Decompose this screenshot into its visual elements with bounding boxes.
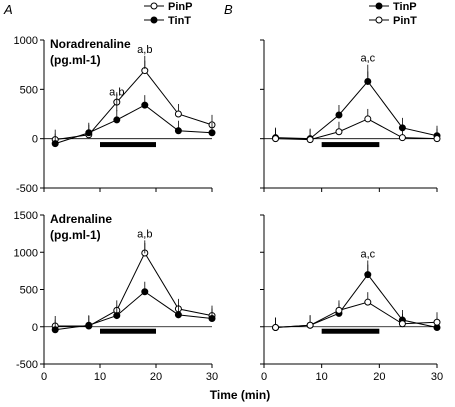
panels: -50005001000a,ba,bANoradrenaline(pg.ml-1…: [3, 1, 443, 383]
treatment-bar: [321, 142, 380, 148]
data-point-TinT: [113, 116, 121, 124]
data-point-PinT: [272, 135, 280, 143]
data-point-PinT: [335, 128, 343, 136]
series-line-PinT: [275, 118, 438, 141]
x-tick-label: 30: [431, 371, 443, 383]
legend-label: TinT: [168, 15, 191, 27]
y-label-line2: (pg.ml-1): [50, 228, 101, 242]
data-point-TinT: [85, 321, 93, 329]
series-line-PinT: [275, 301, 438, 328]
significance-label: a,b: [137, 228, 152, 240]
data-point-TinT: [174, 127, 182, 135]
data-point-PinP: [174, 110, 182, 118]
y-tick-label: -500: [16, 183, 38, 195]
panel-letter: A: [3, 2, 13, 17]
treatment-bar: [100, 328, 156, 334]
data-point-TinP: [335, 111, 343, 119]
y-tick-label: -500: [16, 359, 38, 371]
x-axis-label: Time (min): [210, 388, 270, 402]
data-point-TinT: [51, 140, 59, 148]
x-tick-label: 10: [94, 371, 106, 383]
x-tick-label: 0: [261, 371, 267, 383]
treatment-bar: [321, 328, 380, 334]
y-tick-label: 500: [20, 84, 38, 96]
significance-label: a,b: [137, 44, 152, 56]
x-tick-label: 10: [316, 371, 328, 383]
panel-1: -500 0 500 1000 a,b a,b A Noradrenaline (pg.ml-1…: [3, 1, 216, 195]
data-point-PinT: [433, 318, 441, 326]
legend-marker: [375, 16, 383, 24]
data-point-PinT: [272, 323, 280, 331]
data-point-TinP: [364, 77, 372, 85]
data-point-TinT: [208, 315, 216, 323]
y-tick-label: 1000: [14, 247, 38, 259]
data-point-TinT: [51, 326, 59, 334]
series-line-TinP: [275, 80, 438, 140]
data-point-TinT: [141, 101, 149, 109]
y-tick-label: 0: [32, 134, 38, 146]
data-point-PinT: [335, 306, 343, 314]
data-point-TinT: [141, 288, 149, 296]
x-tick-label: 0: [41, 371, 47, 383]
legend-marker: [150, 2, 158, 10]
series-line-TinP: [275, 273, 438, 328]
treatment-bar: [100, 142, 156, 148]
significance-label: a,c: [360, 53, 375, 65]
y-label-line2: (pg.ml-1): [50, 53, 101, 67]
y-label-line1: Noradrenaline: [50, 37, 131, 51]
y-tick-label: 0: [32, 322, 38, 334]
significance-label: a,c: [360, 248, 375, 260]
data-point-PinT: [433, 135, 441, 143]
y-tick-label: 1000: [14, 35, 38, 47]
legend-label: TinP: [393, 1, 417, 13]
panel-letter: B: [224, 2, 233, 17]
data-point-PinT: [398, 320, 406, 328]
data-point-TinT: [113, 312, 121, 320]
panel-2: a,c B TinP PinT: [224, 1, 441, 192]
x-tick-label: 20: [150, 371, 162, 383]
y-tick-label: 500: [20, 285, 38, 297]
series-line-TinT: [55, 291, 213, 331]
legend-marker: [150, 16, 158, 24]
y-tick-label: 1500: [14, 210, 38, 222]
x-tick-label: 20: [373, 371, 385, 383]
legend-label: PinT: [393, 15, 417, 27]
data-point-PinT: [364, 115, 372, 123]
data-point-TinT: [208, 129, 216, 137]
x-tick-label: 30: [206, 371, 218, 383]
data-point-PinT: [306, 321, 314, 329]
panel-4: 0 10 20 30 a,c: [260, 214, 443, 383]
series-line-TinT: [55, 104, 213, 145]
data-point-TinT: [174, 311, 182, 319]
series-line-PinP: [55, 69, 213, 141]
data-point-PinT: [364, 298, 372, 306]
significance-label: a,b: [109, 86, 124, 98]
data-point-PinT: [306, 136, 314, 144]
legend-marker: [375, 2, 383, 10]
y-label-line1: Adrenaline: [50, 212, 112, 226]
data-point-TinT: [85, 129, 93, 137]
legend-label: PinP: [168, 1, 192, 13]
data-point-PinT: [398, 134, 406, 142]
series-line-PinP: [55, 251, 213, 327]
